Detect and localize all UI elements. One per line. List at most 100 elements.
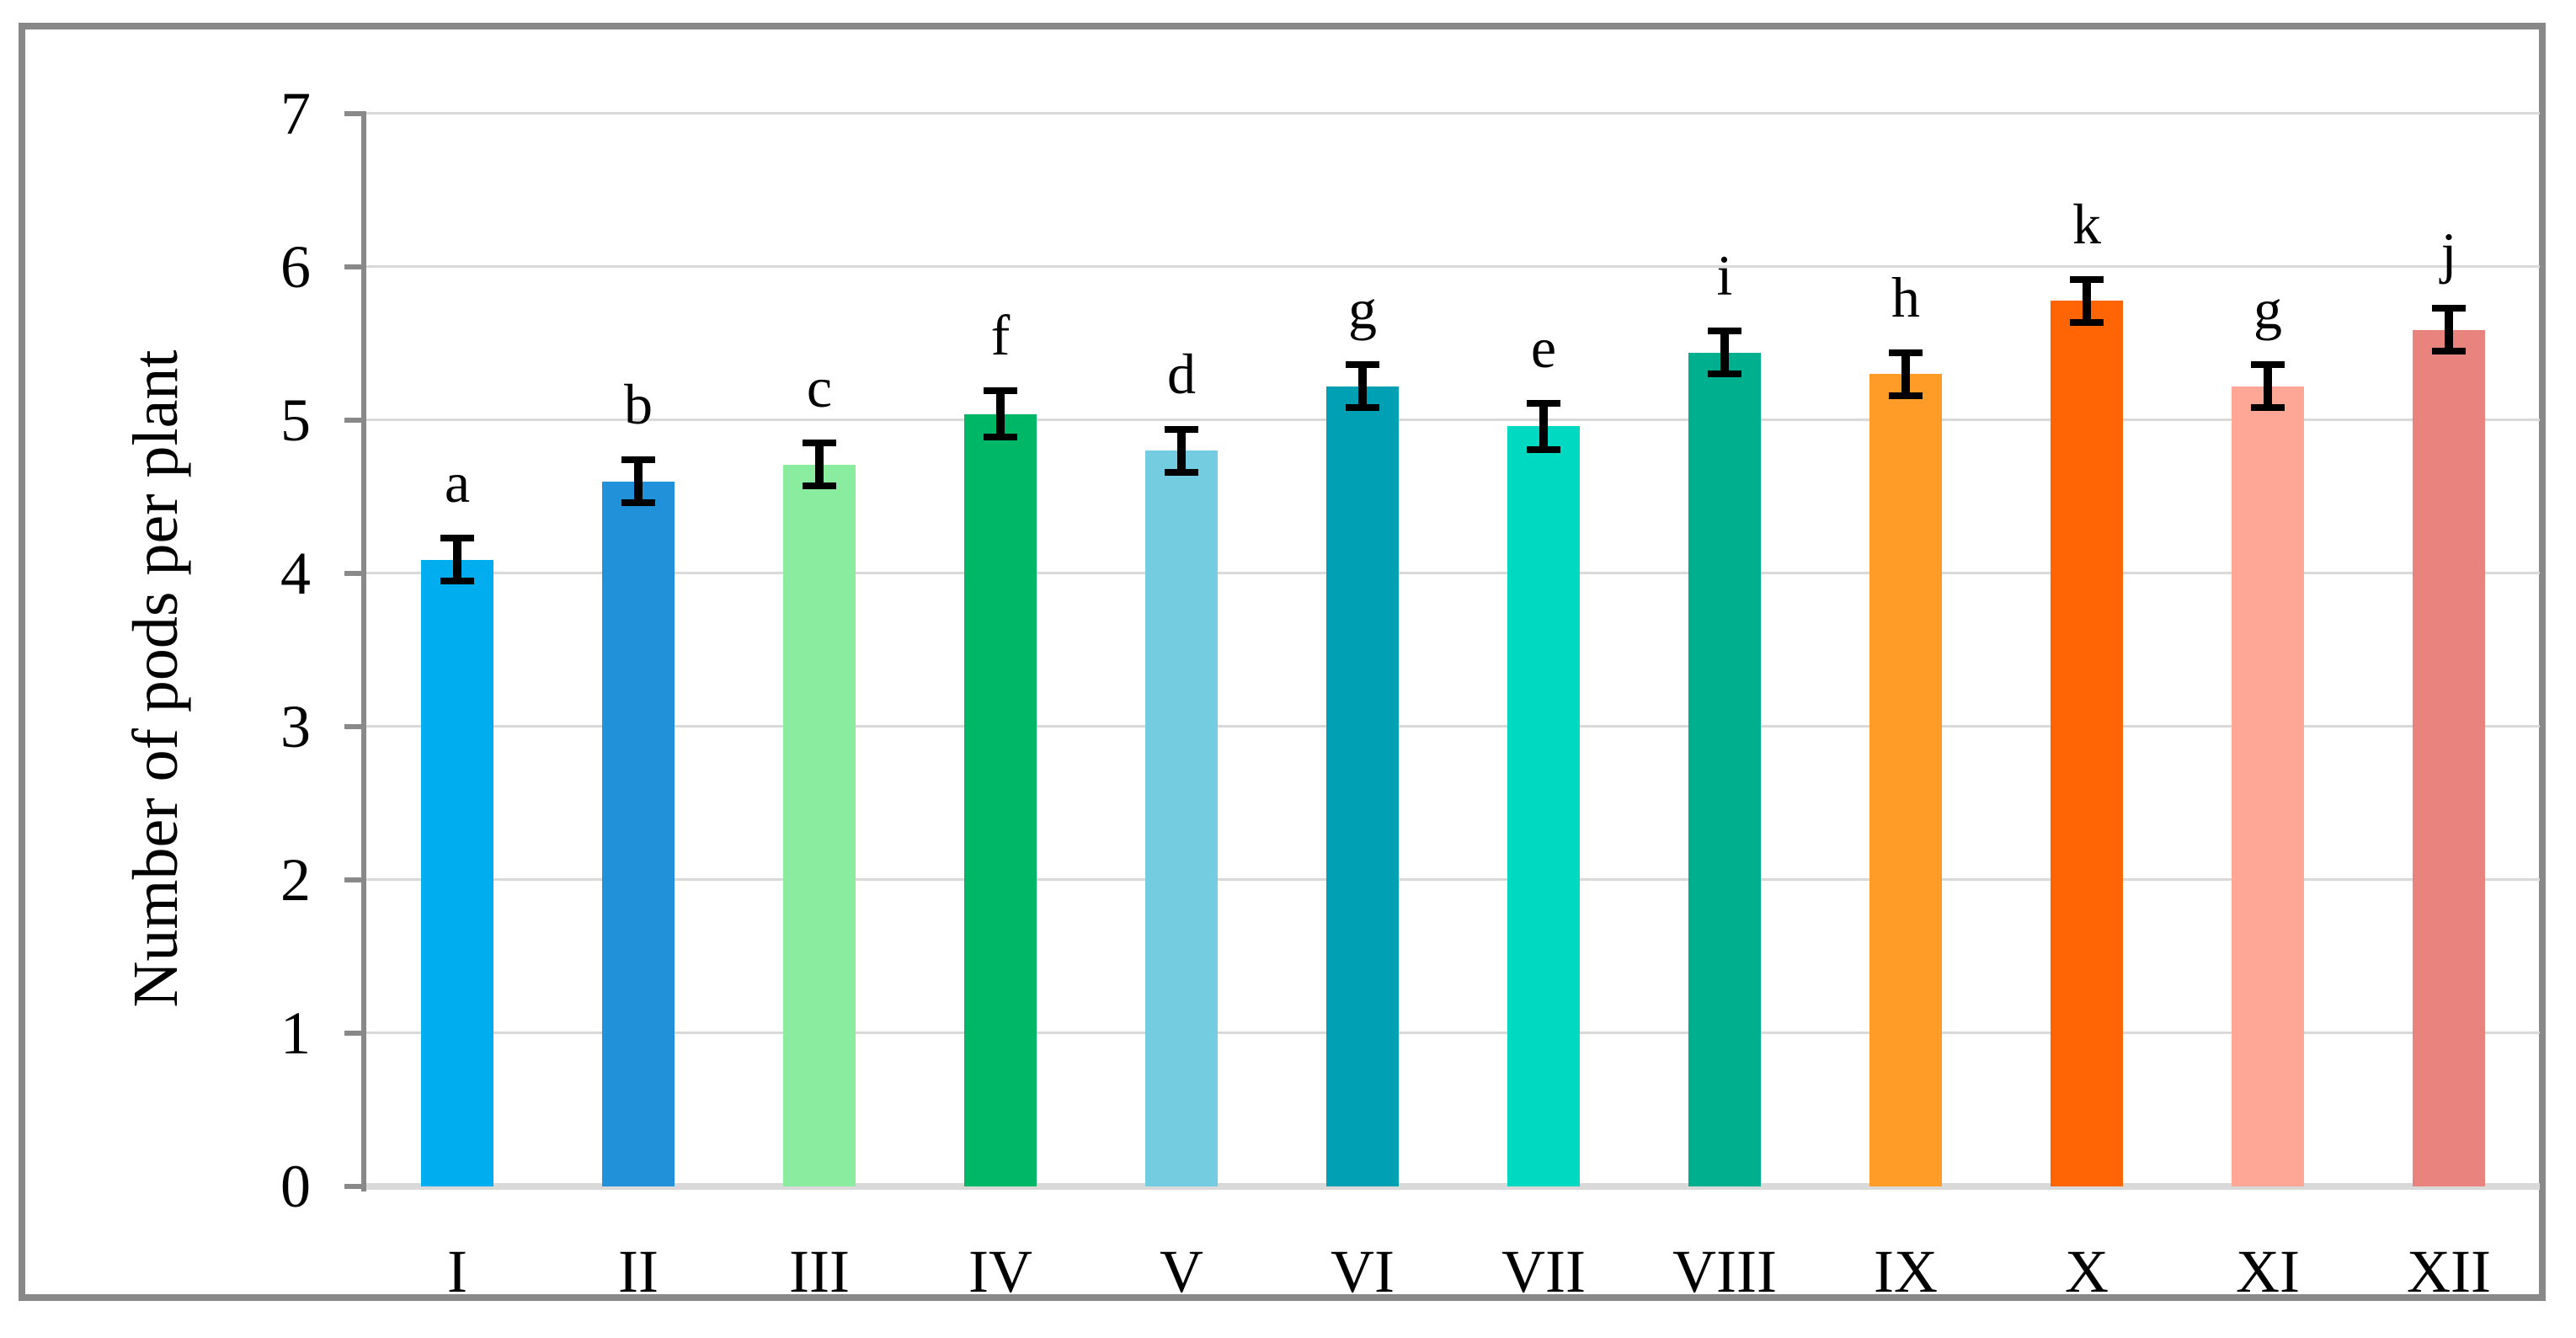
bar (1145, 450, 1218, 1186)
error-bar-bottom-cap (1165, 469, 1198, 476)
bar (2413, 330, 2485, 1186)
error-bar-top-cap (984, 387, 1017, 394)
error-bar-line (1177, 429, 1186, 472)
gridline (366, 725, 2540, 728)
y-tick-label: 3 (280, 693, 311, 760)
bar (421, 560, 493, 1186)
error-bar-line (1539, 403, 1548, 450)
bar (2051, 301, 2123, 1186)
significance-letter: c (806, 355, 833, 419)
significance-letter: f (990, 303, 1011, 367)
x-tick-label: V (1160, 1238, 1203, 1305)
bar (1688, 353, 1761, 1186)
error-bar-line (2264, 365, 2272, 408)
error-bar-top-cap (1346, 361, 1379, 368)
significance-letter: g (1348, 277, 1377, 341)
significance-letter: h (1891, 265, 1920, 329)
error-bar-bottom-cap (2070, 319, 2104, 326)
error-bar-bottom-cap (1889, 392, 1923, 399)
gridline (366, 418, 2540, 421)
error-bar-top-cap (803, 440, 836, 446)
error-bar-line (1358, 365, 1367, 408)
significance-letter: j (2440, 221, 2457, 285)
significance-letter: a (444, 450, 471, 514)
error-bar-top-cap (1527, 400, 1560, 407)
y-tick (344, 264, 366, 269)
x-tick-label: I (447, 1238, 467, 1305)
x-tick-label: VII (1501, 1238, 1586, 1305)
x-tick-label: III (789, 1238, 850, 1305)
gridline (366, 1183, 2540, 1190)
bar (1326, 386, 1399, 1186)
x-tick-label: XI (2236, 1238, 2300, 1305)
error-bar-top-cap (2070, 276, 2104, 283)
y-tick-label: 7 (280, 80, 311, 147)
error-bar-bottom-cap (2432, 348, 2466, 354)
error-bar-top-cap (1889, 349, 1923, 356)
x-tick-label: II (618, 1238, 659, 1305)
bar (602, 482, 675, 1186)
error-bar-top-cap (440, 535, 474, 541)
x-tick-label: IX (1874, 1238, 1938, 1305)
error-bar-bottom-cap (2251, 404, 2285, 411)
x-tick-label: VIII (1672, 1238, 1777, 1305)
x-tick-label: VI (1331, 1238, 1395, 1305)
x-tick-label: X (2065, 1238, 2109, 1305)
error-bar-line (1720, 331, 1729, 374)
y-axis-line (361, 112, 366, 1191)
error-bar-bottom-cap (1346, 404, 1379, 411)
error-bar-top-cap (2251, 361, 2285, 368)
significance-letter: k (2072, 192, 2101, 256)
y-tick (344, 111, 366, 116)
error-bar-line (2445, 308, 2453, 351)
error-bar-bottom-cap (1708, 370, 1741, 377)
y-tick-label: 4 (280, 540, 311, 607)
error-bar-line (815, 443, 824, 486)
significance-letter: b (624, 372, 653, 436)
error-bar-top-cap (1708, 328, 1741, 334)
error-bar-bottom-cap (984, 434, 1017, 440)
gridline (366, 112, 2540, 115)
significance-letter: i (1716, 243, 1733, 307)
error-bar-line (453, 538, 461, 581)
y-tick-label: 6 (280, 233, 311, 301)
error-bar-bottom-cap (1527, 446, 1560, 453)
gridline (366, 878, 2540, 881)
y-tick (344, 877, 366, 882)
y-tick (344, 1184, 366, 1189)
bar (1869, 374, 1942, 1186)
error-bar-top-cap (2432, 305, 2466, 312)
bar (783, 465, 856, 1186)
error-bar-top-cap (621, 456, 655, 463)
error-bar-line (634, 460, 643, 503)
gridline (366, 1031, 2540, 1034)
bar (2232, 386, 2304, 1186)
error-bar-line (2083, 280, 2091, 323)
y-tick (344, 418, 366, 423)
error-bar-bottom-cap (803, 482, 836, 489)
error-bar-bottom-cap (440, 578, 474, 584)
y-tick-label: 2 (280, 846, 311, 914)
bar (1507, 426, 1580, 1186)
gridline (366, 572, 2540, 574)
error-bar-line (1901, 353, 1910, 396)
x-tick-label: IV (968, 1238, 1032, 1305)
significance-letter: d (1167, 342, 1196, 406)
y-tick (344, 571, 366, 576)
error-bar-bottom-cap (621, 499, 655, 506)
y-tick (344, 724, 366, 729)
y-tick-label: 1 (280, 1000, 311, 1067)
significance-letter: e (1530, 316, 1557, 380)
bar (964, 414, 1037, 1186)
error-bar-line (996, 391, 1005, 437)
y-tick-label: 5 (280, 386, 311, 454)
y-tick (344, 1031, 366, 1036)
y-tick-label: 0 (280, 1153, 311, 1220)
significance-letter: g (2253, 277, 2282, 341)
error-bar-top-cap (1165, 426, 1198, 433)
x-tick-label: XII (2407, 1238, 2491, 1305)
y-axis-title: Number of pods per plant (120, 349, 191, 1008)
gridline (366, 265, 2540, 268)
